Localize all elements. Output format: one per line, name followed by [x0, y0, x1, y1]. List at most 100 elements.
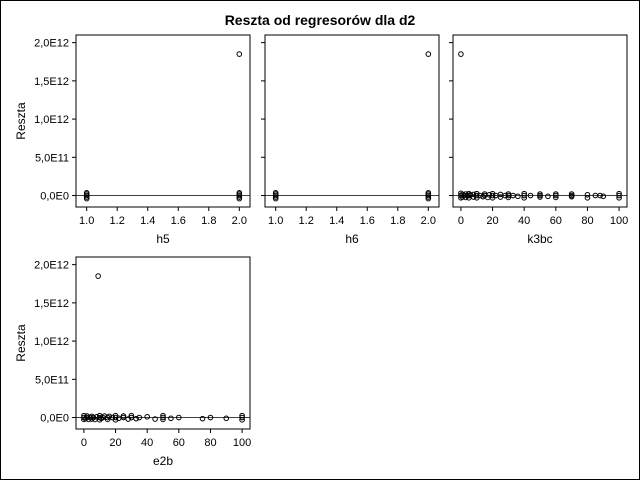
x-tick-label: 0 — [81, 437, 87, 449]
x-axis-label: e2b — [153, 454, 173, 468]
y-tick-label: 5,0E11 — [35, 152, 69, 164]
data-point — [459, 194, 466, 200]
data-point — [425, 190, 432, 196]
chart-title: Reszta od regresorów dla d2 — [225, 12, 416, 28]
data-point — [568, 191, 575, 197]
x-tick-label: 40 — [141, 437, 153, 449]
data-point — [93, 413, 100, 420]
x-tick-label: 1.4 — [140, 215, 155, 227]
data-point — [120, 413, 127, 419]
data-point — [553, 194, 559, 201]
x-tick-label: 1.6 — [360, 215, 375, 227]
x-tick-label: 1.0 — [79, 215, 94, 227]
data-point — [616, 192, 622, 199]
x-tick-label: 1.2 — [299, 215, 314, 227]
data-point — [521, 192, 527, 199]
data-point — [83, 190, 90, 196]
data-point — [616, 190, 622, 197]
data-point — [89, 416, 95, 422]
data-point — [521, 190, 527, 197]
panel-frame — [75, 34, 251, 208]
data-point — [239, 412, 245, 419]
data-point — [470, 191, 477, 198]
y-tick-label: 2,0E12 — [34, 260, 69, 272]
x-tick-label: 80 — [581, 215, 593, 227]
y-tick-label: 1,5E12 — [34, 76, 69, 88]
data-point — [600, 193, 607, 200]
y-tick-label: 0,0E0 — [40, 191, 69, 203]
data-point — [136, 414, 143, 421]
data-point — [125, 416, 131, 422]
data-point — [425, 51, 432, 57]
data-point — [199, 415, 206, 422]
x-tick-label: 2.0 — [421, 215, 436, 227]
data-point — [527, 192, 534, 199]
y-tick-label: 1,5E12 — [34, 298, 69, 310]
data-point — [112, 414, 119, 421]
data-point — [584, 191, 591, 198]
data-point — [133, 415, 139, 422]
x-tick-label: 60 — [550, 215, 562, 227]
data-point — [106, 413, 113, 420]
data-point — [168, 415, 174, 422]
x-axis-label: k3bc — [527, 232, 552, 246]
data-point — [144, 413, 150, 420]
x-tick-label: 100 — [610, 215, 628, 227]
x-tick-label: 80 — [204, 437, 216, 449]
data-point — [545, 193, 551, 200]
x-tick-label: 1.8 — [390, 215, 405, 227]
x-axis-label: h5 — [156, 232, 170, 246]
data-point — [473, 192, 480, 199]
data-point — [515, 193, 521, 200]
x-tick-label: 100 — [233, 437, 251, 449]
y-tick-label: 2,0E12 — [34, 38, 69, 50]
x-tick-label: 1.2 — [110, 215, 125, 227]
data-point — [489, 192, 496, 199]
x-axis-label: h6 — [345, 232, 359, 246]
data-point — [236, 51, 243, 57]
x-tick-label: 60 — [173, 437, 185, 449]
data-point — [239, 414, 245, 421]
data-point — [236, 190, 243, 196]
data-point — [95, 273, 101, 279]
data-point — [272, 190, 279, 196]
panel-frame — [75, 256, 251, 430]
y-tick-label: 5,0E11 — [35, 374, 69, 386]
x-tick-label: 20 — [109, 437, 121, 449]
data-point — [584, 195, 591, 201]
data-point — [537, 191, 543, 197]
y-tick-label: 0,0E0 — [40, 413, 69, 425]
data-point — [505, 194, 512, 201]
data-point — [597, 192, 603, 199]
data-point — [505, 191, 512, 197]
x-tick-label: 1.8 — [201, 215, 216, 227]
x-tick-label: 40 — [518, 215, 530, 227]
x-tick-label: 2.0 — [232, 215, 247, 227]
data-point — [176, 414, 182, 421]
data-point — [104, 416, 111, 423]
x-tick-label: 0 — [458, 215, 464, 227]
data-point — [152, 416, 158, 422]
panel-frame — [264, 34, 440, 208]
x-tick-label: 1.4 — [329, 215, 344, 227]
y-axis-label: Reszta — [14, 102, 28, 140]
data-point — [160, 416, 166, 423]
data-point — [160, 414, 166, 421]
data-point — [497, 194, 504, 200]
data-point — [470, 194, 477, 200]
data-point — [128, 412, 135, 419]
y-tick-label: 1,0E12 — [34, 336, 69, 348]
data-point — [458, 51, 464, 57]
y-axis-label: Reszta — [14, 324, 28, 362]
data-point — [486, 191, 493, 198]
data-point — [207, 414, 214, 421]
data-point — [112, 412, 119, 419]
data-point — [553, 191, 559, 197]
y-tick-label: 1,0E12 — [34, 114, 69, 126]
x-tick-label: 20 — [486, 215, 498, 227]
data-point — [160, 412, 166, 419]
x-tick-label: 1.0 — [268, 215, 283, 227]
data-point — [223, 415, 230, 422]
